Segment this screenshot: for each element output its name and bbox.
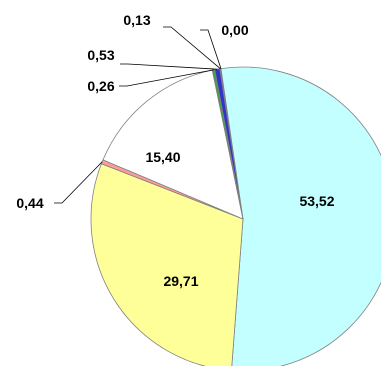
- leader-line: [120, 63, 218, 70]
- leader-line: [119, 69, 214, 87]
- leader-line: [163, 26, 221, 70]
- data-label: 0,26: [87, 78, 114, 94]
- pie-slice: [90, 163, 244, 371]
- data-label: 0,13: [123, 12, 150, 28]
- pie-slice: [102, 69, 244, 220]
- leader-line: [200, 29, 222, 69]
- data-label: 15,40: [145, 149, 180, 165]
- data-label: 0,53: [87, 47, 114, 63]
- data-label: 0,44: [16, 195, 43, 211]
- data-label: 0,00: [221, 22, 248, 38]
- pie-slice: [214, 68, 244, 220]
- data-label: 53,52: [299, 193, 334, 209]
- pie-slice: [220, 66, 381, 371]
- data-label: 29,71: [163, 273, 198, 289]
- leader-line: [54, 161, 103, 204]
